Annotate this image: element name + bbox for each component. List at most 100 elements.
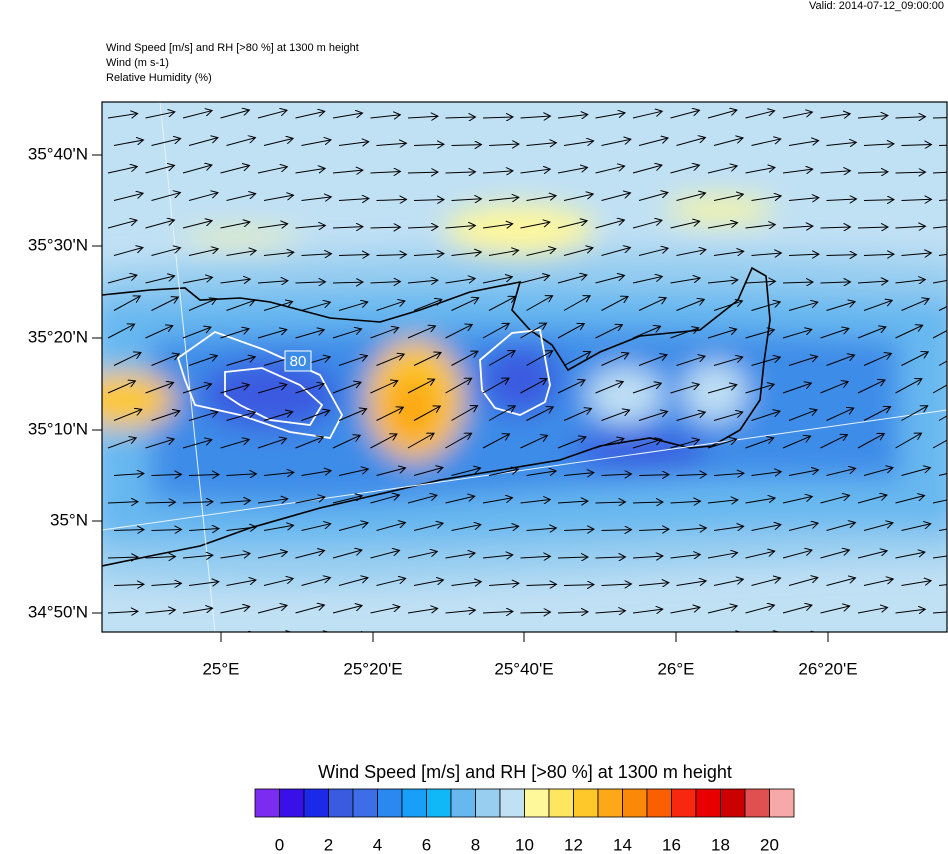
- wind-arrow: [563, 473, 594, 476]
- wind-arrow: [520, 116, 551, 118]
- wind-arrow: [107, 275, 137, 284]
- wind-arrow: [263, 472, 294, 475]
- wind-arrow: [788, 254, 819, 255]
- wind-arrow: [713, 301, 742, 311]
- wind-arrow: [857, 327, 886, 339]
- wind-arrow: [782, 282, 813, 283]
- wind-arrow: [895, 279, 926, 283]
- wind-arrow: [557, 324, 584, 339]
- wind-arrow: [676, 299, 705, 311]
- wind-arrow: [788, 141, 819, 146]
- wind-arrow: [638, 138, 668, 146]
- wind-arrow: [301, 140, 331, 146]
- wind-arrow: [557, 221, 587, 229]
- wind-arrow: [488, 250, 519, 256]
- jet: [445, 205, 595, 255]
- wind-arrow: [670, 221, 700, 229]
- wind-arrow: [520, 612, 551, 613]
- wind-arrow: [826, 408, 854, 421]
- wind-arrow: [151, 193, 181, 201]
- core: [480, 345, 560, 415]
- wind-arrow: [901, 299, 930, 311]
- wind-arrow: [632, 111, 662, 119]
- wind-arrow: [751, 253, 782, 256]
- wind-arrow: [938, 360, 947, 366]
- wind-arrow: [220, 553, 251, 559]
- wind-arrow: [113, 584, 144, 585]
- wind-arrow: [782, 226, 813, 228]
- wind-arrow: [564, 639, 594, 641]
- wind-arrow: [151, 583, 182, 585]
- wind-arrow: [526, 296, 553, 311]
- wind-arrow: [338, 255, 369, 256]
- wind-arrow: [788, 356, 818, 366]
- wind-arrow: [257, 385, 287, 394]
- colorbar-label: 20: [760, 835, 779, 854]
- wind-arrow: [370, 381, 398, 394]
- wind-arrow: [863, 200, 894, 201]
- wind-arrow: [857, 434, 884, 449]
- wind-arrow: [188, 356, 217, 366]
- wind-arrow: [520, 379, 547, 394]
- wind-arrow: [107, 114, 138, 118]
- wind-arrow: [482, 434, 509, 449]
- wind-arrow: [295, 551, 325, 559]
- wind-arrow: [827, 634, 856, 640]
- wind-arrow: [145, 326, 173, 339]
- wind-arrow: [826, 578, 856, 586]
- wind-arrow: [188, 412, 218, 421]
- wind-arrow: [376, 468, 406, 476]
- wind-arrow: [151, 297, 179, 311]
- wind-arrow: [563, 194, 593, 201]
- colorbar-label: 16: [662, 835, 681, 854]
- wind-arrow: [407, 326, 435, 339]
- wind-arrow: [895, 433, 922, 449]
- wind-arrow: [820, 382, 849, 394]
- colorbar-box: [475, 788, 501, 818]
- colorbar-box: [524, 788, 550, 818]
- colorbar-box: [426, 788, 452, 818]
- wind-arrow: [713, 194, 743, 201]
- wind-arrow: [638, 193, 668, 201]
- wind-arrow: [901, 352, 929, 366]
- wind-arrow: [488, 526, 519, 530]
- wind-arrow: [489, 639, 519, 640]
- wind-arrow: [638, 411, 668, 421]
- wind-arrow: [445, 433, 472, 449]
- wind-arrow: [938, 584, 947, 586]
- wind-arrow: [526, 584, 557, 585]
- wind-arrow: [595, 438, 624, 449]
- wind-arrow: [220, 279, 251, 283]
- wind-arrows: [107, 110, 947, 641]
- colorbar-box: [646, 788, 672, 818]
- wind-arrow: [820, 435, 848, 449]
- lull: [683, 362, 747, 422]
- contour-label-box: [284, 350, 312, 372]
- wind-arrow: [145, 439, 175, 449]
- wind-arrow: [145, 502, 176, 503]
- wind-arrow: [932, 555, 947, 559]
- wind-arrow: [520, 499, 551, 503]
- wind-arrow: [226, 138, 256, 146]
- wind-arrow: [526, 351, 553, 366]
- wind-arrow: [226, 194, 256, 201]
- wind-arrow: [857, 172, 888, 173]
- wind-arrow: [226, 527, 257, 530]
- wind-arrow: [188, 582, 219, 586]
- wind-arrow: [595, 166, 625, 174]
- wind-arrow: [713, 357, 743, 366]
- wind-arrow: [182, 327, 211, 339]
- wind-arrow: [370, 495, 400, 504]
- wind-arrow: [638, 355, 667, 366]
- wind-arrow: [895, 379, 922, 394]
- wind-arrow: [488, 469, 518, 476]
- wind-arrow: [557, 115, 588, 118]
- wind-arrow: [257, 438, 286, 449]
- wind-arrow: [301, 302, 331, 311]
- wind-arrow: [863, 254, 894, 255]
- wind-arrow: [188, 529, 219, 531]
- wind-arrow: [451, 145, 482, 146]
- wind-arrow: [595, 275, 625, 284]
- wind-arrow: [864, 636, 894, 641]
- colorbar-label: 14: [613, 835, 632, 854]
